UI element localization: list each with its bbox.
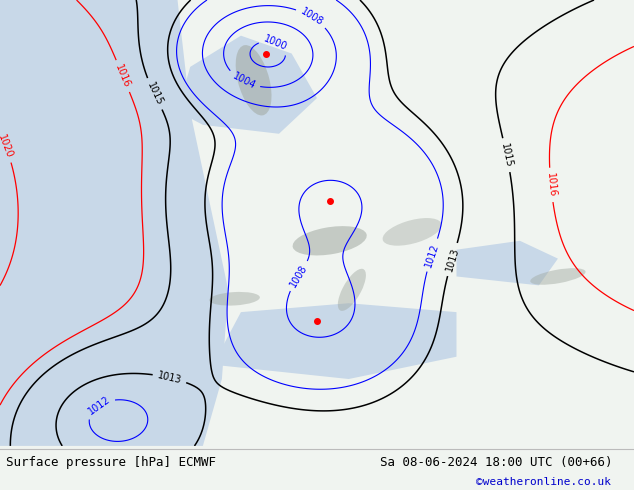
Ellipse shape: [293, 226, 366, 255]
Text: 1016: 1016: [545, 172, 557, 197]
Text: 1004: 1004: [231, 71, 257, 91]
Text: 1013: 1013: [444, 246, 461, 272]
Polygon shape: [178, 36, 317, 134]
Polygon shape: [456, 241, 558, 285]
Ellipse shape: [236, 45, 271, 116]
Text: 1012: 1012: [86, 394, 112, 417]
Text: 1015: 1015: [145, 81, 164, 107]
Text: 1015: 1015: [499, 142, 514, 168]
Ellipse shape: [382, 218, 442, 245]
Text: Sa 08-06-2024 18:00 UTC (00+66): Sa 08-06-2024 18:00 UTC (00+66): [380, 456, 613, 469]
Text: Surface pressure [hPa] ECMWF: Surface pressure [hPa] ECMWF: [6, 456, 216, 469]
Text: 1016: 1016: [113, 63, 132, 89]
Text: 1008: 1008: [299, 6, 325, 28]
Polygon shape: [222, 303, 456, 379]
Polygon shape: [0, 0, 228, 446]
Text: ©weatheronline.co.uk: ©weatheronline.co.uk: [476, 477, 611, 487]
Text: 1000: 1000: [262, 33, 289, 52]
Ellipse shape: [209, 292, 260, 306]
Text: 1008: 1008: [288, 263, 309, 289]
Text: 1012: 1012: [424, 242, 441, 268]
Ellipse shape: [338, 269, 366, 311]
Text: 1020: 1020: [0, 133, 15, 159]
Text: 1013: 1013: [157, 370, 183, 386]
Ellipse shape: [530, 268, 586, 285]
